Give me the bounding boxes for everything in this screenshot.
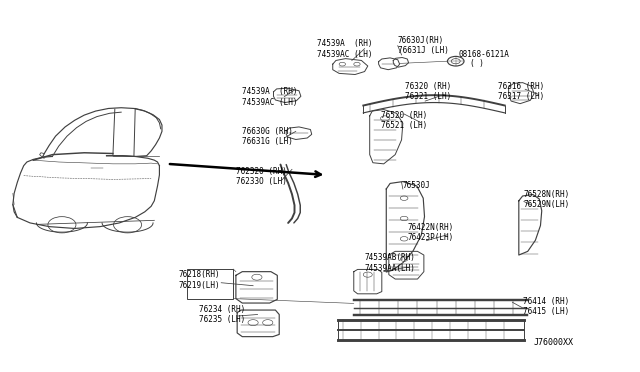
Text: 76423P(LH): 76423P(LH) — [408, 234, 454, 243]
Text: 76219(LH): 76219(LH) — [179, 281, 220, 290]
Text: 76631G (LH): 76631G (LH) — [243, 138, 293, 147]
Text: 76631J (LH): 76631J (LH) — [397, 46, 449, 55]
Text: 76520 (RH): 76520 (RH) — [381, 111, 427, 120]
Text: 76317 (LH): 76317 (LH) — [499, 93, 545, 102]
Text: 76232O (RH): 76232O (RH) — [236, 167, 287, 176]
Text: 74539AA(LH): 74539AA(LH) — [365, 264, 415, 273]
Text: 76218(RH): 76218(RH) — [179, 270, 220, 279]
Text: 08168-6121A: 08168-6121A — [459, 49, 510, 59]
Text: 76235 (LH): 76235 (LH) — [199, 315, 245, 324]
Text: 76528N(RH): 76528N(RH) — [524, 190, 570, 199]
Text: 76233O (LH): 76233O (LH) — [236, 177, 287, 186]
Text: 76630G (RH): 76630G (RH) — [243, 127, 293, 136]
Text: 76321 (LH): 76321 (LH) — [404, 93, 451, 102]
Text: 74539A  (RH): 74539A (RH) — [243, 87, 298, 96]
Text: 76521 (LH): 76521 (LH) — [381, 121, 427, 130]
Text: 74539AC (LH): 74539AC (LH) — [243, 97, 298, 107]
Text: 76320 (RH): 76320 (RH) — [404, 82, 451, 91]
Text: 76415 (LH): 76415 (LH) — [523, 307, 569, 316]
Text: ( ): ( ) — [470, 59, 484, 68]
Text: 74539A  (RH): 74539A (RH) — [317, 39, 372, 48]
Text: 76530J: 76530J — [403, 181, 431, 190]
Text: 76316 (RH): 76316 (RH) — [499, 82, 545, 91]
Text: J76000XX: J76000XX — [534, 338, 573, 347]
Text: 76414 (RH): 76414 (RH) — [523, 297, 569, 306]
Text: 76529N(LH): 76529N(LH) — [524, 200, 570, 209]
Text: 74539AB(RH): 74539AB(RH) — [365, 253, 415, 262]
Text: 74539AC (LH): 74539AC (LH) — [317, 49, 372, 59]
Text: 76630J(RH): 76630J(RH) — [397, 36, 444, 45]
Text: 76234 (RH): 76234 (RH) — [199, 305, 245, 314]
Text: 76422N(RH): 76422N(RH) — [408, 223, 454, 232]
